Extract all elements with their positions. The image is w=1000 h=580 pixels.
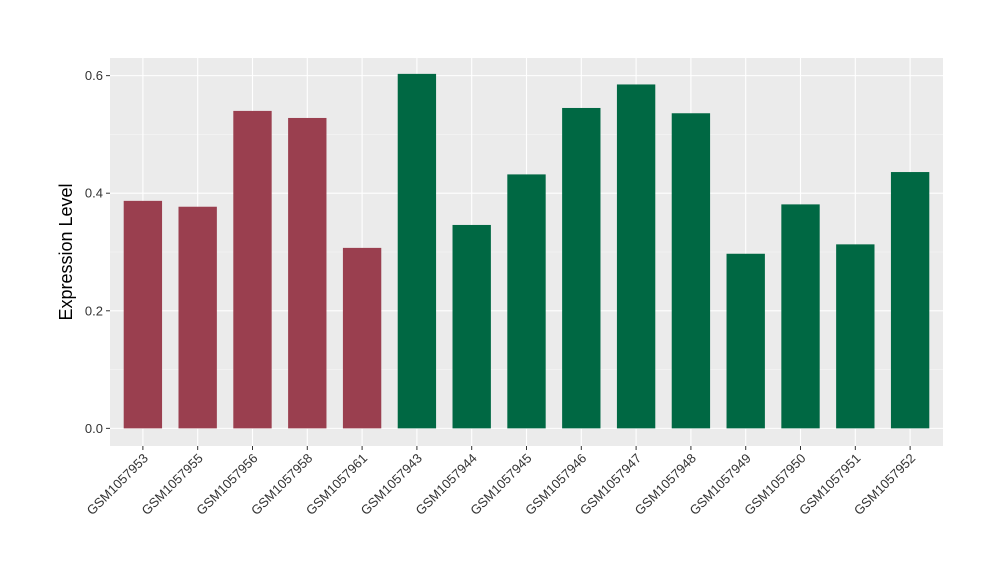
bar (233, 110, 272, 429)
bar (890, 172, 930, 429)
bar (123, 200, 163, 429)
y-tick-label: 0.0 (85, 421, 103, 436)
bar (671, 113, 711, 429)
bar (288, 117, 327, 429)
bar (836, 244, 875, 429)
bar (342, 247, 382, 429)
bar (781, 204, 820, 429)
bar (507, 174, 546, 429)
y-axis: 0.0 0.2 0.4 0.6 (85, 68, 110, 436)
bar (616, 84, 656, 429)
bar (452, 224, 491, 429)
bar (397, 73, 437, 429)
y-tick-label: 0.2 (85, 303, 103, 318)
bar (562, 107, 601, 429)
bar (726, 253, 765, 429)
y-axis-title: Expression Level (56, 183, 76, 320)
y-tick-label: 0.6 (85, 68, 103, 83)
bars (123, 73, 930, 429)
bar (178, 206, 217, 429)
y-tick-label: 0.4 (85, 186, 103, 201)
x-axis: GSM1057953GSM1057955GSM1057956GSM1057958… (84, 446, 918, 518)
